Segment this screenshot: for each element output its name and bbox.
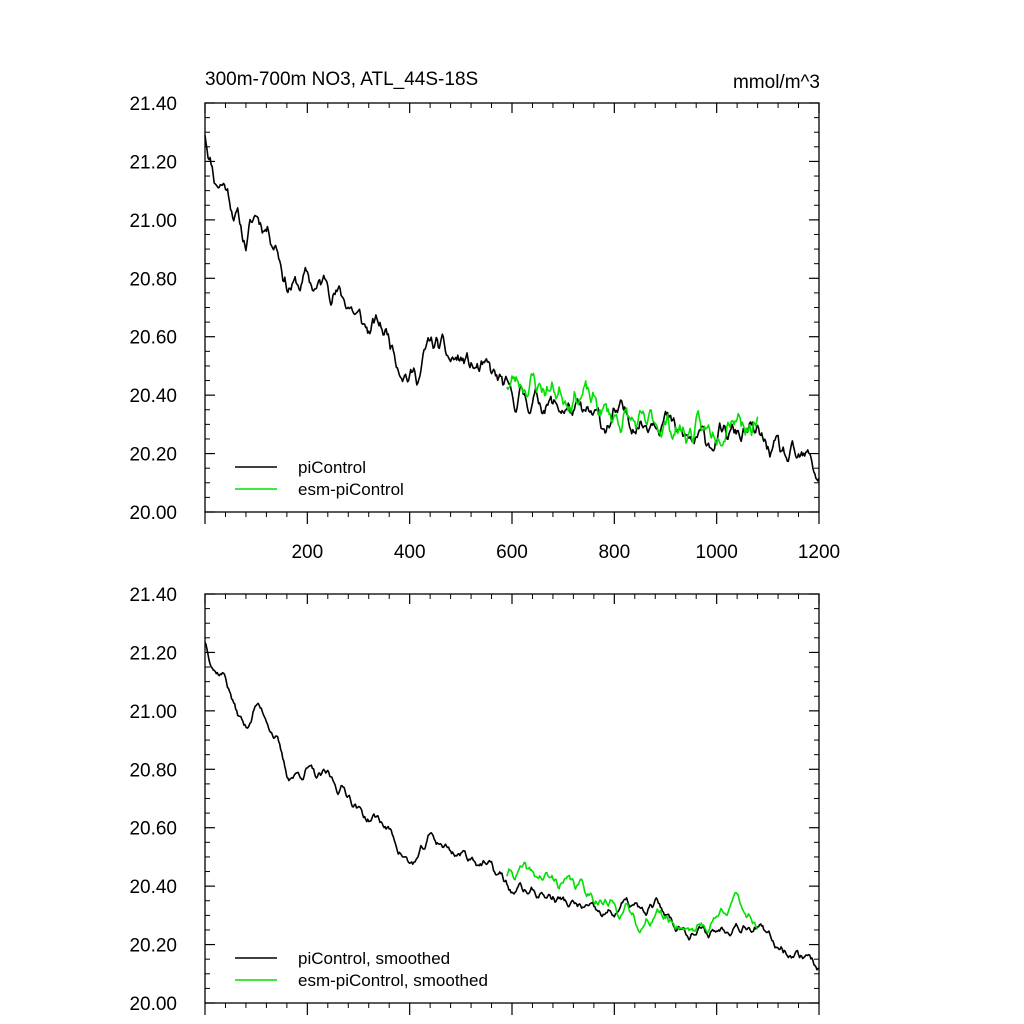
y-tick-label: 20.80: [129, 269, 177, 290]
top-panel-title: 300m-700m NO3, ATL_44S-18S: [205, 69, 478, 90]
x-tick-label: 800: [598, 542, 630, 563]
y-tick-label: 20.40: [129, 877, 177, 898]
series-line-esm-picontrol: [506, 372, 759, 447]
legend-label-picontrol: piControl, smoothed: [298, 949, 450, 968]
x-tick-label: 600: [496, 542, 528, 563]
y-tick-label: 21.40: [129, 585, 177, 606]
plot-frame: [204, 102, 820, 513]
y-tick-label: 20.00: [129, 994, 177, 1015]
y-tick-label: 20.60: [129, 819, 177, 840]
y-tick-label: 20.20: [129, 445, 177, 466]
x-tick-label: 200: [291, 542, 323, 563]
y-tick-label: 20.60: [129, 328, 177, 349]
series-line-picontrol: [204, 641, 820, 971]
series-line-esm-picontrol: [506, 861, 759, 934]
plot-frame: [204, 593, 820, 1004]
legend-label-picontrol: piControl: [298, 458, 366, 477]
top-panel-units: mmol/m^3: [733, 72, 820, 93]
y-tick-label: 20.00: [129, 503, 177, 524]
y-tick-label: 20.40: [129, 386, 177, 407]
x-tick-label: 1000: [696, 542, 738, 563]
legend-label-esm-picontrol: esm-piControl: [298, 480, 404, 499]
y-tick-label: 21.00: [129, 702, 177, 723]
y-tick-label: 20.80: [129, 760, 177, 781]
x-tick-label: 400: [394, 542, 426, 563]
y-tick-label: 21.00: [129, 211, 177, 232]
top-panel: 300m-700m NO3, ATL_44S-18S mmol/m^3 20.0…: [129, 69, 840, 563]
y-tick-label: 21.40: [129, 94, 177, 115]
y-tick-label: 21.20: [129, 152, 177, 173]
bottom-panel: 20.00 20.20 20.40 20.60 20.80 21.00 21.20 21.40…: [129, 585, 820, 1015]
x-tick-label: 1200: [798, 542, 840, 563]
legend-label-esm-picontrol: esm-piControl, smoothed: [298, 971, 488, 990]
y-tick-label: 20.20: [129, 936, 177, 957]
y-tick-label: 21.20: [129, 643, 177, 664]
